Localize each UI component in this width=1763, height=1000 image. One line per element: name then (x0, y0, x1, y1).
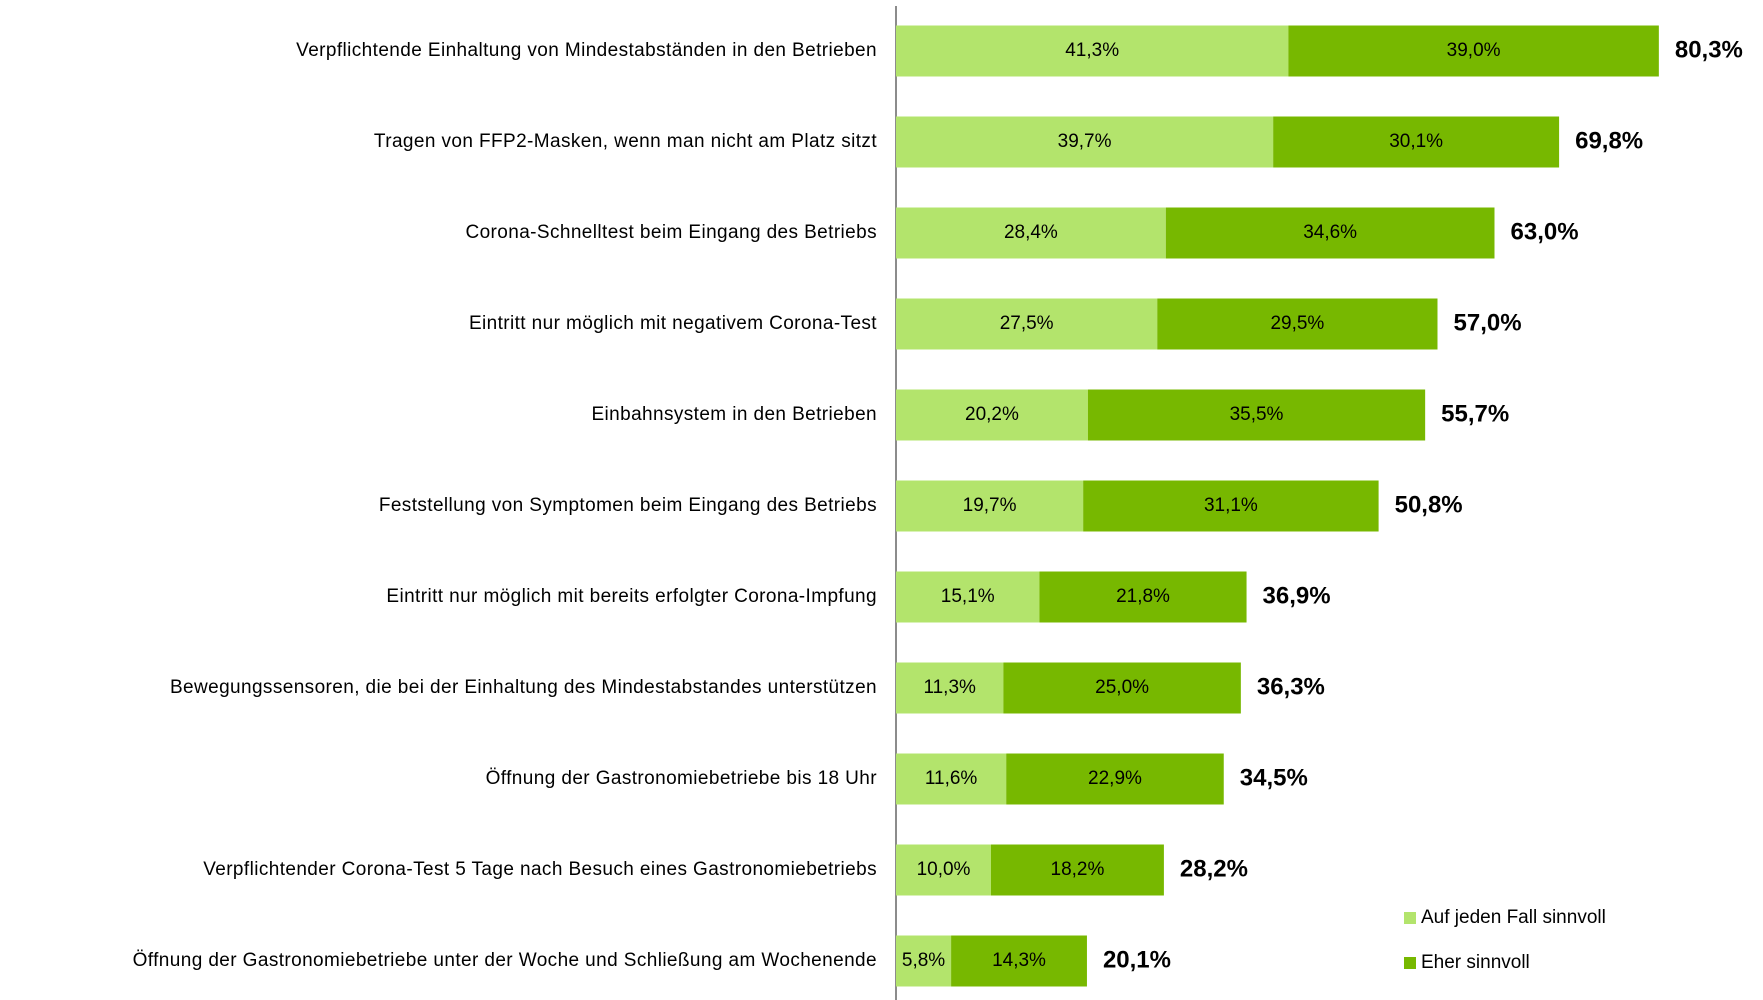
bar-segment (896, 844, 991, 896)
bar-segment (896, 389, 1088, 441)
category-label: Einbahnsystem in den Betrieben (591, 404, 877, 425)
value-label: 15,1% (941, 586, 995, 607)
value-label: 35,5% (1230, 404, 1284, 425)
category-label: Corona-Schnelltest beim Eingang des Betr… (465, 222, 877, 243)
value-label: 25,0% (1095, 677, 1149, 698)
value-label: 39,7% (1058, 131, 1112, 152)
bar-segment (896, 207, 1166, 259)
value-label: 18,2% (1051, 859, 1105, 880)
value-label: 28,4% (1004, 222, 1058, 243)
total-label: 34,5% (1240, 764, 1308, 791)
total-label: 28,2% (1180, 855, 1248, 882)
value-label: 5,8% (902, 950, 945, 971)
value-label: 34,6% (1303, 222, 1357, 243)
value-label: 41,3% (1065, 40, 1119, 61)
value-label: 27,5% (1000, 313, 1054, 334)
bar-segment (1003, 662, 1241, 714)
value-label: 31,1% (1204, 495, 1258, 516)
bar-segment (896, 662, 1004, 714)
legend-label: Eher sinnvoll (1421, 952, 1530, 973)
category-label: Eintritt nur möglich mit bereits erfolgt… (386, 586, 877, 607)
category-label: Bewegungssensoren, die bei der Einhaltun… (170, 677, 877, 698)
bar-segment (1087, 389, 1426, 441)
bar-segment (896, 116, 1274, 168)
category-label: Tragen von FFP2-Masken, wenn man nicht a… (374, 131, 877, 152)
category-label: Öffnung der Gastronomiebetriebe bis 18 U… (486, 768, 878, 789)
value-label: 11,3% (923, 677, 976, 698)
total-label: 36,9% (1263, 582, 1331, 609)
bar-segment (1288, 25, 1659, 77)
value-label: 10,0% (917, 859, 971, 880)
bar-segment (1157, 298, 1438, 350)
value-label: 19,7% (963, 495, 1017, 516)
total-label: 55,7% (1441, 400, 1509, 427)
value-label: 20,2% (965, 404, 1019, 425)
value-label: 22,9% (1088, 768, 1142, 789)
total-label: 63,0% (1511, 218, 1579, 245)
category-label: Öffnung der Gastronomiebetriebe unter de… (133, 950, 877, 971)
category-label: Verpflichtende Einhaltung von Mindestabs… (296, 40, 877, 61)
bar-segment (1083, 480, 1379, 532)
bar-segment (896, 935, 952, 987)
total-label: 57,0% (1454, 309, 1522, 336)
total-label: 50,8% (1395, 491, 1463, 518)
bar-segment (896, 480, 1084, 532)
value-label: 21,8% (1116, 586, 1170, 607)
legend-label: Auf jeden Fall sinnvoll (1421, 907, 1606, 928)
legend-swatch (1404, 912, 1416, 924)
category-label: Feststellung von Symptomen beim Eingang … (379, 495, 877, 516)
category-label: Verpflichtender Corona-Test 5 Tage nach … (203, 859, 877, 880)
bar-segment (896, 571, 1040, 623)
bar-segment (896, 25, 1289, 77)
total-label: 80,3% (1675, 36, 1743, 63)
value-label: 30,1% (1389, 131, 1443, 152)
bar-segment (896, 753, 1007, 805)
total-label: 69,8% (1575, 127, 1643, 154)
bar-segment (1006, 753, 1224, 805)
bar-segment (1039, 571, 1247, 623)
category-label: Eintritt nur möglich mit negativem Coron… (469, 313, 877, 334)
value-label: 11,6% (925, 768, 978, 789)
value-label: 14,3% (992, 950, 1046, 971)
legend-swatch (1404, 957, 1416, 969)
bar-segment (1165, 207, 1495, 259)
total-label: 36,3% (1257, 673, 1325, 700)
bar-segment (991, 844, 1164, 896)
total-label: 20,1% (1103, 946, 1171, 973)
bar-segment (896, 298, 1158, 350)
value-label: 29,5% (1270, 313, 1324, 334)
bar-segment (1273, 116, 1560, 168)
value-label: 39,0% (1447, 40, 1501, 61)
bar-segment (951, 935, 1087, 987)
